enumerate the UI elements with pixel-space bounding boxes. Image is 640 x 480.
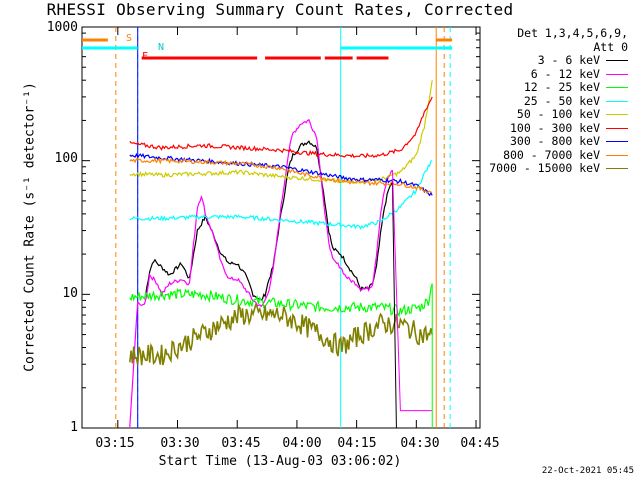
- series-line: [129, 118, 393, 428]
- legend-entry: 300 - 800 keV: [489, 134, 628, 149]
- legend-swatch: [606, 100, 628, 102]
- legend-entry: 7000 - 15000 keV: [489, 161, 628, 176]
- legend-swatch: [606, 141, 628, 143]
- y-tick-1: 1: [70, 420, 78, 435]
- legend-label: 300 - 800 keV: [509, 134, 600, 148]
- legend-swatch: [606, 114, 628, 116]
- legend-header-attenuator: Att 0: [593, 39, 628, 54]
- legend-swatch: [606, 154, 628, 156]
- timestamp: 22-Oct-2021 05:45: [541, 466, 634, 476]
- x-tick-0315: 03:15: [95, 436, 135, 451]
- series-line: [129, 157, 433, 194]
- legend-entry: 25 - 50 keV: [489, 93, 628, 109]
- legend-swatch: [606, 127, 628, 129]
- legend-label: 3 - 6 keV: [537, 53, 600, 67]
- legend-swatch: [606, 60, 628, 62]
- legend-header-detectors: Det 1,3,4,5,6,9,: [517, 26, 628, 40]
- legend-swatch: [606, 87, 628, 89]
- series-line: [129, 303, 433, 366]
- legend: Det 1,3,4,5,6,9, Att 0 3 - 6 keV 6 - 12 …: [489, 26, 628, 176]
- x-tick-0445: 04:45: [460, 436, 500, 451]
- series-line: [129, 152, 433, 197]
- y-tick-1000: 1000: [46, 20, 78, 35]
- marker-label-n: N: [158, 42, 165, 53]
- marker-label-f: F: [142, 51, 149, 62]
- x-tick-0330: 03:30: [160, 436, 200, 451]
- series-line: [391, 181, 397, 429]
- series-line: [145, 140, 393, 301]
- y-tick-100: 100: [54, 151, 78, 166]
- chart-title: RHESSI Observing Summary Count Rates, Co…: [46, 0, 514, 19]
- legend-label: 12 - 25 keV: [523, 80, 600, 94]
- legend-label: 100 - 300 keV: [509, 120, 600, 135]
- legend-entry: 800 - 7000 keV: [489, 147, 628, 163]
- legend-label: 7000 - 15000 keV: [489, 161, 600, 175]
- x-axis-label: Start Time (13-Aug-03 03:06:02): [158, 454, 402, 469]
- legend-entry: 3 - 6 keV: [489, 53, 628, 68]
- y-tick-10: 10: [62, 286, 78, 301]
- series-line: [129, 160, 433, 231]
- legend-entry: 12 - 25 keV: [489, 80, 628, 95]
- legend-label: 800 - 7000 keV: [503, 147, 600, 162]
- legend-label: 6 - 12 keV: [530, 66, 600, 81]
- series-line: [129, 283, 433, 318]
- series-line: [391, 170, 433, 412]
- marker-label-s: S: [126, 33, 133, 44]
- legend-swatch: [606, 168, 628, 170]
- legend-entry: 50 - 100 keV: [489, 107, 628, 122]
- legend-label: 50 - 100 keV: [516, 107, 600, 121]
- plot-frame: [81, 26, 481, 429]
- legend-entry: 100 - 300 keV: [489, 120, 628, 136]
- legend-swatch: [606, 73, 628, 75]
- x-tick-0430: 04:30: [400, 436, 440, 451]
- x-tick-0415: 04:15: [337, 436, 377, 451]
- series-line: [129, 96, 433, 159]
- series-line: [129, 80, 433, 185]
- legend-entry: 6 - 12 keV: [489, 66, 628, 82]
- y-axis-label: Corrected Count Rate (s⁻¹ detector⁻¹): [22, 82, 38, 372]
- x-tick-0345: 03:45: [221, 436, 261, 451]
- x-tick-0400: 04:00: [282, 436, 322, 451]
- legend-label: 25 - 50 keV: [523, 93, 600, 108]
